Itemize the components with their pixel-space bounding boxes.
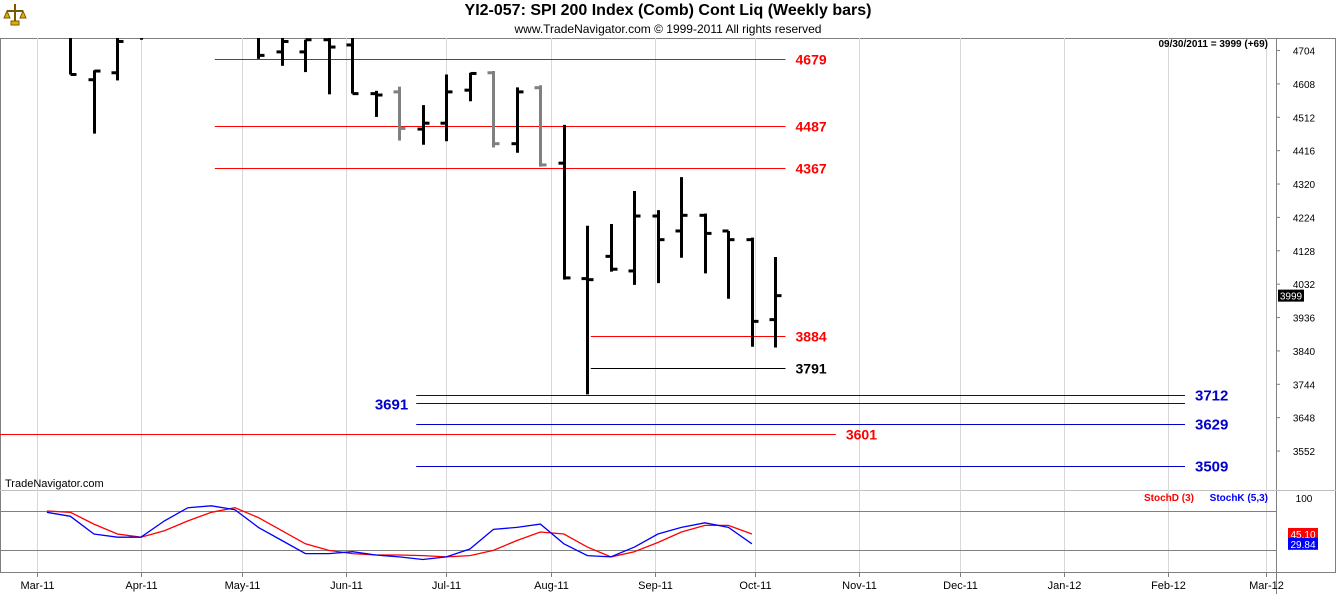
ohlc-bar — [257, 38, 265, 59]
level-label: 3791 — [796, 361, 827, 377]
level-label: 3629 — [1195, 417, 1228, 434]
oscillator-value-badge — [1288, 527, 1318, 540]
y-tick-label: 4608 — [1293, 80, 1316, 91]
x-tick-label: Jul-11 — [432, 580, 461, 592]
chart-subtitle: www.TradeNavigator.com © 1999-2011 All r… — [514, 22, 822, 36]
ohlc-bars — [69, 38, 782, 395]
x-tick-label: Sep-11 — [638, 580, 673, 592]
ohlc-bar — [511, 87, 524, 153]
ohlc-bar — [111, 38, 124, 81]
y-tick-label: 4704 — [1293, 47, 1316, 58]
y-tick-label: 4224 — [1293, 213, 1316, 224]
ohlc-bar — [276, 38, 289, 66]
legend-stochd: StochD (3) — [1144, 493, 1194, 504]
x-tick-label: Aug-11 — [534, 580, 569, 592]
watermark: TradeNavigator.com — [5, 478, 104, 490]
oscillator-lines — [46, 505, 753, 561]
trade-navigator-logo-icon — [3, 4, 27, 26]
ohlc-bar — [534, 85, 547, 167]
ohlc-bar — [605, 224, 618, 272]
oscillator-value-label: 29.84 — [1290, 540, 1315, 551]
ohlc-bar — [746, 237, 759, 347]
level-label: 4367 — [796, 161, 827, 177]
ohlc-bar — [652, 210, 665, 284]
y-tick-label: 3552 — [1293, 447, 1316, 458]
level-label: 3712 — [1195, 388, 1228, 405]
x-tick-label: Jun-11 — [330, 580, 363, 592]
ohlc-bar — [581, 225, 594, 395]
ohlc-bar — [464, 71, 477, 102]
y-tick-label: 4512 — [1293, 113, 1316, 124]
x-tick-label: Dec-11 — [943, 580, 978, 592]
level-label: 3509 — [1195, 459, 1228, 476]
ohlc-bar — [88, 69, 101, 134]
y-tick-label: 3744 — [1293, 380, 1316, 391]
x-tick-label: Apr-11 — [125, 580, 157, 592]
chart-title: YI2-057: SPI 200 Index (Comb) Cont Liq (… — [464, 2, 872, 19]
last-price-badge — [1278, 289, 1304, 302]
oscillator-y-tick-label: 100 — [1296, 494, 1313, 505]
ohlc-bar — [323, 38, 336, 95]
ohlc-bar — [69, 38, 77, 77]
ohlc-bar — [346, 38, 359, 96]
ohlc-bar — [558, 124, 571, 280]
x-tick-label: Feb-12 — [1151, 580, 1186, 592]
ohlc-bar — [722, 229, 735, 299]
chart-frame — [0, 38, 1336, 573]
x-tick-label: Oct-11 — [739, 580, 771, 592]
ohlc-bar — [487, 71, 500, 148]
ohlc-bar — [699, 213, 712, 274]
ohlc-bar — [393, 86, 406, 141]
level-label: 3884 — [796, 329, 827, 345]
legend-stochk: StochK (5,3) — [1210, 493, 1268, 504]
level-label: 3601 — [846, 427, 877, 443]
y-tick-label: 4032 — [1293, 280, 1316, 291]
ohlc-bar — [417, 105, 430, 145]
ohlc-bar — [140, 38, 143, 40]
x-tick-label: Mar-11 — [20, 580, 54, 592]
y-tick-label: 4416 — [1293, 147, 1316, 158]
oscillator-series-line — [46, 507, 753, 558]
level-label: 4487 — [796, 119, 827, 135]
x-tick-label: Nov-11 — [842, 580, 877, 592]
last-price-badge-label: 3999 — [1280, 292, 1303, 303]
x-tick-label: Mar-12 — [1249, 580, 1284, 592]
last-price-note: 09/30/2011 = 3999 (+69) — [1158, 39, 1268, 50]
ohlc-bar — [628, 190, 641, 285]
ohlc-bar — [769, 257, 782, 348]
level-label: 3691 — [375, 397, 408, 414]
ohlc-bar — [370, 90, 383, 117]
oscillator-series-line — [46, 505, 753, 561]
y-tick-label: 3840 — [1293, 347, 1316, 358]
oscillator-value-label: 45.10 — [1290, 530, 1315, 541]
y-tick-label: 3648 — [1293, 414, 1316, 425]
oscillator-value-badge — [1288, 537, 1318, 550]
y-tick-label: 4320 — [1293, 180, 1316, 191]
x-tick-label: Jan-12 — [1048, 580, 1082, 592]
level-label: 4679 — [796, 52, 827, 68]
y-tick-label: 3936 — [1293, 314, 1316, 325]
ohlc-bar — [299, 38, 312, 73]
ohlc-bar — [675, 177, 688, 258]
y-tick-label: 4128 — [1293, 247, 1316, 258]
ohlc-bar — [440, 74, 453, 142]
x-tick-label: May-11 — [225, 580, 261, 592]
